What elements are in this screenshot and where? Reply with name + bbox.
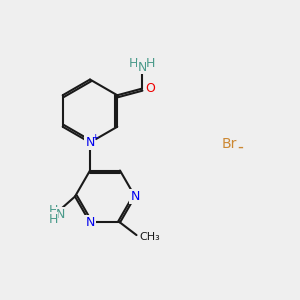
Text: N: N bbox=[85, 216, 95, 229]
Text: N: N bbox=[85, 136, 95, 149]
Text: N: N bbox=[138, 61, 147, 74]
Text: H: H bbox=[48, 213, 58, 226]
Text: CH₃: CH₃ bbox=[139, 232, 160, 242]
Text: H: H bbox=[48, 203, 58, 217]
Text: N: N bbox=[56, 208, 66, 221]
Text: H: H bbox=[146, 57, 156, 70]
Text: +: + bbox=[91, 133, 99, 142]
Text: O: O bbox=[145, 82, 155, 95]
Text: H: H bbox=[129, 57, 139, 70]
Text: Br: Br bbox=[222, 137, 237, 151]
Text: N: N bbox=[130, 190, 140, 203]
Text: -: - bbox=[237, 138, 243, 156]
